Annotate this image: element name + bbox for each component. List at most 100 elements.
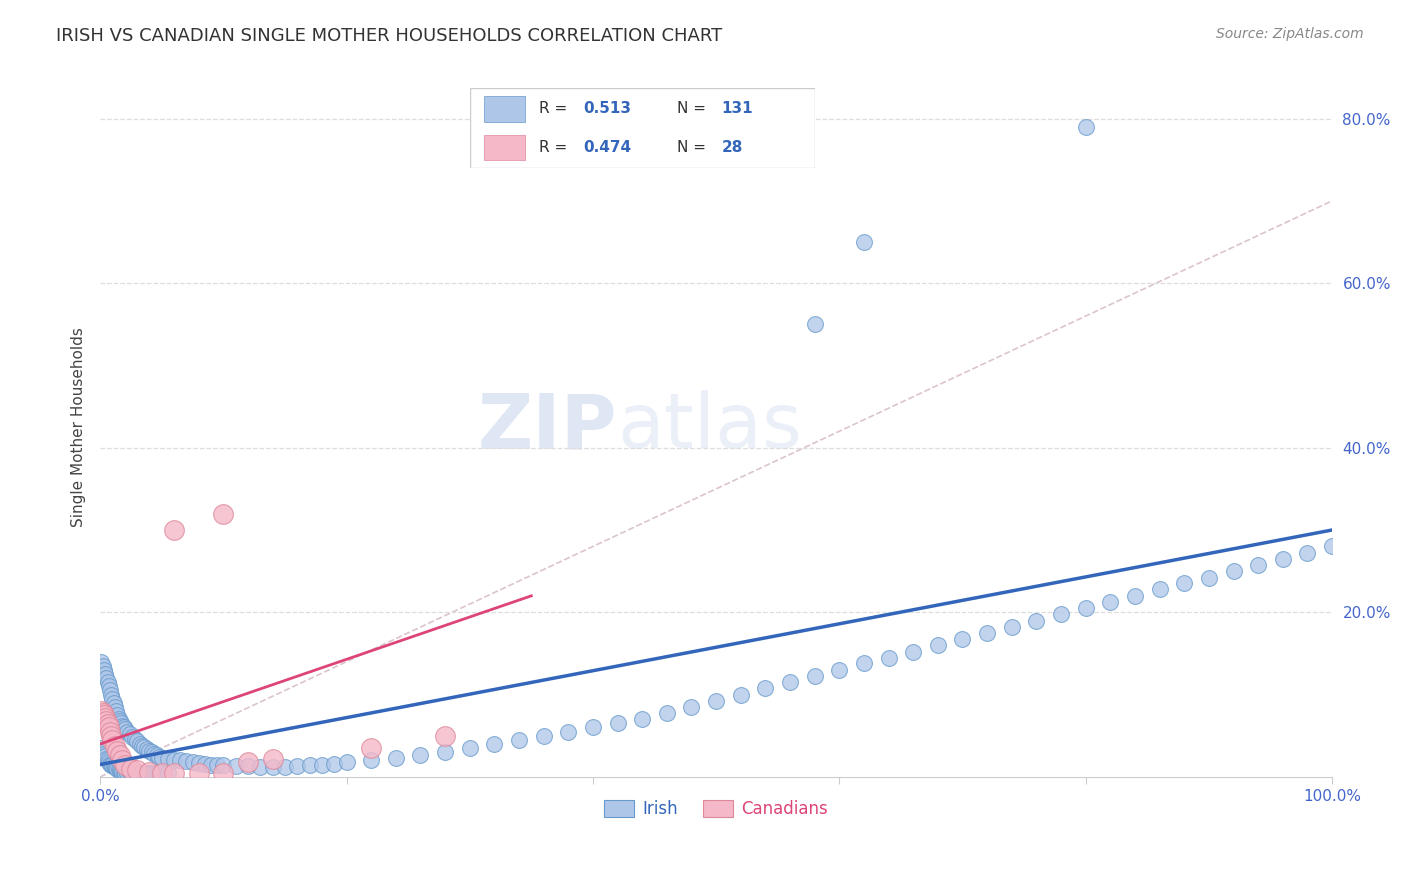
Point — [96, 752, 118, 766]
Point — [262, 752, 284, 766]
Point — [90, 741, 112, 756]
Point — [631, 712, 654, 726]
Point — [104, 760, 127, 774]
Point — [150, 765, 173, 780]
Point — [952, 632, 974, 646]
Point — [1099, 595, 1122, 609]
Point — [150, 751, 173, 765]
Point — [118, 765, 141, 780]
Point — [212, 507, 235, 521]
Point — [105, 743, 128, 757]
Point — [1247, 558, 1270, 572]
Point — [94, 667, 117, 681]
Point — [115, 724, 138, 739]
Point — [852, 657, 875, 671]
Point — [143, 765, 166, 780]
Point — [105, 761, 128, 775]
Point — [582, 721, 605, 735]
Point — [131, 765, 153, 780]
Point — [927, 638, 949, 652]
Point — [852, 235, 875, 249]
Point — [97, 679, 120, 693]
Legend: Irish, Canadians: Irish, Canadians — [598, 793, 835, 824]
Point — [754, 681, 776, 695]
Point — [100, 729, 122, 743]
Point — [141, 765, 163, 780]
Point — [1050, 607, 1073, 621]
Point — [236, 759, 259, 773]
Point — [385, 751, 408, 765]
Point — [1271, 551, 1294, 566]
Point — [141, 745, 163, 759]
Point — [107, 763, 129, 777]
Point — [112, 765, 135, 780]
Point — [107, 712, 129, 726]
Point — [111, 764, 134, 779]
Point — [108, 764, 131, 778]
Point — [96, 714, 118, 728]
Point — [96, 753, 118, 767]
Text: Source: ZipAtlas.com: Source: ZipAtlas.com — [1216, 27, 1364, 41]
Point — [903, 645, 925, 659]
Point — [148, 765, 170, 780]
Point — [124, 765, 146, 780]
Point — [557, 724, 579, 739]
Point — [93, 663, 115, 677]
Point — [136, 742, 159, 756]
Point — [1074, 120, 1097, 134]
Point — [1198, 571, 1220, 585]
Point — [434, 745, 457, 759]
Point — [124, 731, 146, 746]
Point — [146, 748, 169, 763]
Point — [110, 716, 132, 731]
Point — [93, 708, 115, 723]
Point — [143, 747, 166, 761]
Point — [1025, 614, 1047, 628]
Point — [163, 523, 186, 537]
Point — [1320, 540, 1343, 554]
Point — [163, 753, 186, 767]
Point — [104, 739, 127, 753]
Point — [128, 737, 150, 751]
Point — [274, 760, 297, 774]
Point — [1001, 620, 1024, 634]
Point — [434, 729, 457, 743]
Point — [681, 700, 703, 714]
Point — [484, 737, 506, 751]
Point — [98, 683, 121, 698]
Point — [105, 704, 128, 718]
Point — [101, 691, 124, 706]
Point — [323, 756, 346, 771]
Point — [136, 765, 159, 780]
Point — [828, 663, 851, 677]
Point — [148, 750, 170, 764]
Point — [150, 765, 173, 780]
Point — [163, 765, 186, 780]
Point — [120, 762, 142, 776]
Point — [409, 748, 432, 763]
Point — [249, 760, 271, 774]
Point — [105, 708, 128, 723]
Text: ZIP: ZIP — [478, 390, 617, 464]
Point — [181, 755, 204, 769]
Point — [704, 694, 727, 708]
Point — [212, 758, 235, 772]
Point — [105, 762, 128, 776]
Point — [134, 765, 156, 780]
Point — [1222, 564, 1244, 578]
Text: atlas: atlas — [617, 390, 803, 464]
Point — [803, 669, 825, 683]
Point — [127, 765, 149, 780]
Point — [205, 758, 228, 772]
Point — [93, 747, 115, 761]
Point — [134, 740, 156, 755]
Point — [100, 757, 122, 772]
Point — [360, 753, 382, 767]
Point — [111, 753, 134, 767]
Point — [976, 625, 998, 640]
Point — [1123, 589, 1146, 603]
Point — [1149, 582, 1171, 597]
Point — [90, 655, 112, 669]
Point — [360, 741, 382, 756]
Point — [97, 721, 120, 735]
